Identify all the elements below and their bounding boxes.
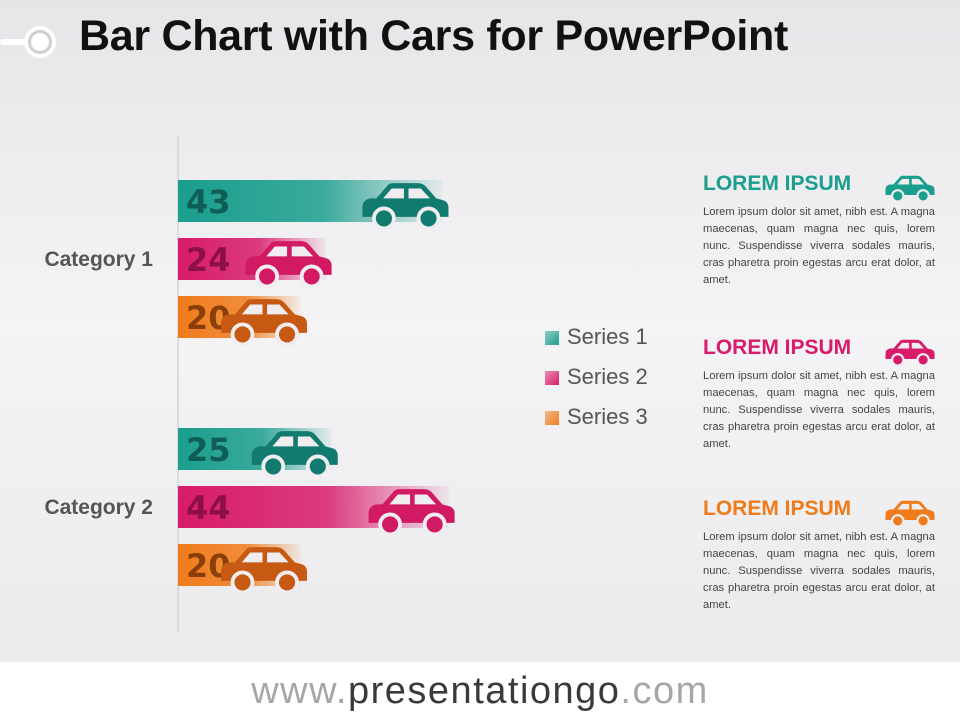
footer: www.presentationgo.com <box>0 662 960 720</box>
car-icon <box>362 183 449 231</box>
value-label: 24 <box>186 241 231 279</box>
legend: Series 1 Series 2 Series 3 <box>545 324 648 429</box>
url-domain: presentationgo <box>348 670 621 712</box>
info-panel: LOREM IPSUM Lorem ipsum dolor sit amet, … <box>703 168 935 289</box>
car-icon <box>885 339 935 366</box>
panel-header: LOREM IPSUM <box>703 168 935 204</box>
legend-label: Series 1 <box>567 324 648 349</box>
car-icon <box>368 489 455 537</box>
category-label: Category 1 <box>44 248 153 271</box>
legend-swatch <box>545 331 559 345</box>
url-suffix: .com <box>620 670 709 712</box>
car-icon <box>245 241 332 289</box>
car-shape <box>885 175 935 202</box>
pin-icon <box>0 26 56 58</box>
legend-swatch <box>545 411 559 425</box>
panel-title: LOREM IPSUM <box>703 336 852 359</box>
car-shape <box>885 500 935 527</box>
panel-header: LOREM IPSUM <box>703 332 935 368</box>
legend-label: Series 2 <box>567 364 648 389</box>
panel-title: LOREM IPSUM <box>703 172 852 195</box>
category-label: Category 2 <box>44 496 153 519</box>
panel-text: Lorem ipsum dolor sit amet, nibh est. A … <box>703 370 935 450</box>
info-panel: LOREM IPSUM Lorem ipsum dolor sit amet, … <box>703 332 935 453</box>
footer-url[interactable]: www.presentationgo.com <box>0 670 960 713</box>
legend-label: Series 3 <box>567 404 648 429</box>
car-icon <box>221 299 308 347</box>
car-shape <box>885 339 935 366</box>
value-label: 43 <box>186 183 231 221</box>
value-label: 44 <box>186 489 231 527</box>
value-label: 25 <box>186 431 231 469</box>
car-icon <box>885 500 935 527</box>
legend-swatch <box>545 371 559 385</box>
header: Bar Chart with Cars for PowerPoint <box>0 0 960 84</box>
page-title: Bar Chart with Cars for PowerPoint <box>79 12 788 60</box>
car-icon <box>221 547 308 595</box>
panel-text: Lorem ipsum dolor sit amet, nibh est. A … <box>703 531 935 611</box>
info-panel: LOREM IPSUM Lorem ipsum dolor sit amet, … <box>703 493 935 614</box>
panel-title: LOREM IPSUM <box>703 497 852 520</box>
panel-header: LOREM IPSUM <box>703 493 935 529</box>
panel-text: Lorem ipsum dolor sit amet, nibh est. A … <box>703 206 935 286</box>
url-prefix: www. <box>251 670 348 712</box>
car-icon <box>251 431 338 479</box>
car-icon <box>885 175 935 202</box>
